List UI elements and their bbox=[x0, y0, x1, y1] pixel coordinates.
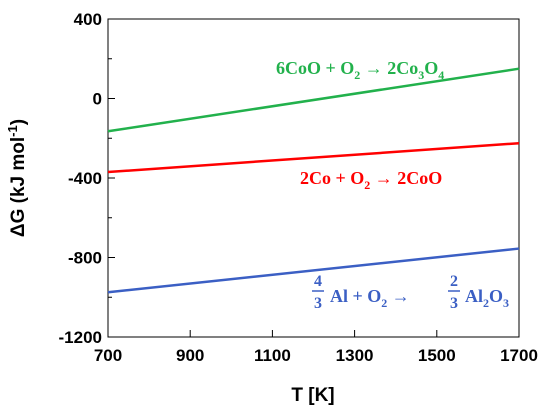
y-axis-title: ΔG (kJ mol-1) bbox=[5, 119, 29, 237]
x-tick-label-2: 1100 bbox=[254, 346, 291, 365]
y-tick-label-3: -800 bbox=[68, 249, 102, 268]
annotation-red: 2Co + O2 → 2CoO bbox=[300, 168, 442, 192]
fraction-2-3-denominator: 3 bbox=[450, 295, 458, 312]
annotation-blue: 4 3 Al + O2 → 2 3 Al2O3 bbox=[312, 273, 509, 312]
x-tick-label-4: 1500 bbox=[418, 346, 456, 365]
y-tick-label-2: -400 bbox=[68, 169, 102, 188]
x-tick-label-5: 1700 bbox=[500, 346, 538, 365]
x-tick-label-1: 900 bbox=[176, 346, 204, 365]
annotation-blue-middle: Al + O2 → bbox=[330, 286, 410, 310]
x-axis-ticks: 700 900 1100 1300 1500 1700 bbox=[94, 330, 538, 365]
series-line-0 bbox=[107, 67, 520, 133]
fraction-4-3-denominator: 3 bbox=[314, 295, 322, 312]
series-group bbox=[107, 67, 520, 294]
fraction-2-3-numerator: 2 bbox=[450, 273, 458, 290]
x-tick-label-3: 1300 bbox=[336, 346, 374, 365]
annotation-blue-end: Al2O3 bbox=[465, 286, 509, 310]
series-line-1 bbox=[107, 141, 520, 174]
series-line-2 bbox=[107, 247, 520, 294]
y-tick-label-1: 0 bbox=[93, 90, 102, 109]
fraction-4-3-numerator: 4 bbox=[314, 273, 322, 290]
y-axis-ticks: 400 0 -400 -800 -1200 bbox=[59, 10, 115, 347]
annotation-green: 6CoO + O2 → 2Co3O4 bbox=[276, 58, 444, 82]
y-tick-label-4: -1200 bbox=[59, 328, 102, 347]
y-tick-label-0: 400 bbox=[74, 10, 102, 29]
x-axis-title: T [K] bbox=[291, 385, 334, 406]
x-tick-label-0: 700 bbox=[94, 346, 122, 365]
